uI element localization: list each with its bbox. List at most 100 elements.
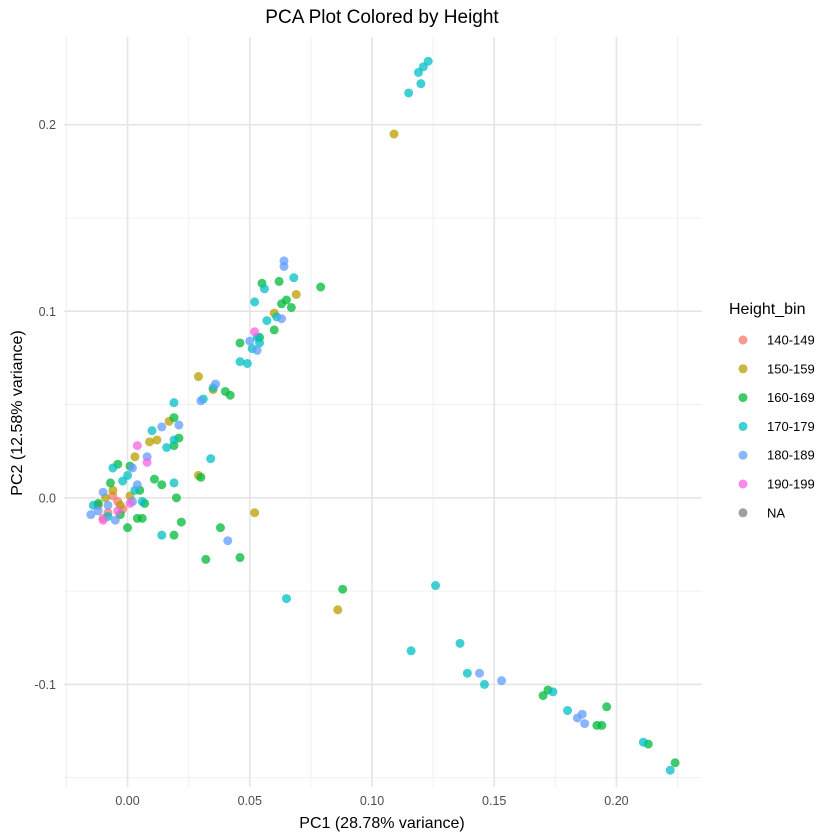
data-point [169, 530, 179, 540]
data-point [404, 88, 414, 98]
data-point [250, 508, 260, 518]
data-point [142, 457, 152, 467]
data-point [176, 517, 186, 527]
data-point [147, 426, 157, 436]
data-point [201, 554, 211, 564]
data-point [105, 478, 115, 488]
data-point [125, 498, 135, 508]
legend-key [738, 479, 748, 489]
legend-key [738, 393, 748, 403]
data-point [196, 472, 206, 482]
legend-key [738, 364, 748, 374]
data-point [462, 668, 472, 678]
data-point [132, 441, 142, 451]
data-point [333, 605, 343, 615]
data-point [413, 67, 423, 77]
data-point [86, 510, 96, 520]
axis-ticks: 0.00 0.05 0.10 0.15 0.20 -0.1 0.0 0.1 0.2 [34, 118, 628, 808]
data-point [145, 437, 155, 447]
y-axis-title: PC2 (12.58% variance) [9, 330, 26, 495]
data-point [93, 506, 103, 516]
grid-lines [64, 37, 702, 787]
data-point [277, 299, 287, 309]
data-point [286, 303, 296, 313]
data-point [157, 530, 167, 540]
data-point [215, 523, 225, 533]
legend-items: 140-149 150-159 160-169 170-179 180-189 190-1… [738, 333, 815, 520]
data-point [110, 515, 120, 525]
data-point [103, 500, 113, 510]
data-point [169, 478, 179, 488]
y-tick-label: 0.2 [39, 118, 56, 132]
data-point [262, 316, 272, 326]
data-point [174, 420, 184, 430]
data-point [577, 709, 587, 719]
data-point [455, 638, 465, 648]
legend: Height_bin 140-149150-159160-169170-1791… [729, 301, 815, 520]
y-tick-label: -0.1 [34, 678, 56, 692]
data-point [602, 702, 612, 712]
y-tick-label: 0.0 [39, 491, 56, 505]
legend-key [738, 335, 748, 345]
legend-label: 190-199 [767, 477, 815, 492]
data-point [137, 513, 147, 523]
data-point [108, 463, 118, 473]
data-point [338, 584, 348, 594]
data-point [211, 379, 221, 389]
data-point [242, 358, 252, 368]
data-point [416, 79, 426, 89]
data-point [98, 487, 108, 497]
data-point [563, 706, 573, 716]
data-point [235, 357, 245, 367]
data-point [235, 553, 245, 563]
data-point [157, 422, 167, 432]
x-tick-label: 0.05 [238, 794, 262, 808]
data-point [670, 758, 680, 768]
data-point [108, 485, 118, 495]
data-point [137, 497, 147, 507]
legend-key [738, 450, 748, 460]
data-point [123, 523, 133, 533]
legend-key [738, 508, 748, 518]
data-point [132, 480, 142, 490]
data-point [152, 435, 162, 445]
data-point [431, 581, 441, 591]
data-point [475, 668, 485, 678]
chart-title: PCA Plot Colored by Height [265, 7, 499, 28]
data-point [245, 336, 255, 346]
data-point [548, 687, 558, 697]
data-point [279, 261, 289, 271]
data-point [389, 129, 399, 139]
data-point [171, 493, 181, 503]
data-point [597, 720, 607, 730]
data-point [223, 536, 233, 546]
data-point [250, 297, 260, 307]
x-tick-label: 0.10 [360, 794, 384, 808]
legend-label: 150-159 [767, 361, 815, 376]
data-point [277, 314, 287, 324]
data-point [252, 345, 262, 355]
x-axis-title: PC1 (28.78% variance) [299, 815, 464, 832]
data-point [665, 765, 675, 775]
data-point [274, 276, 284, 286]
data-point [149, 474, 159, 484]
data-point [497, 676, 507, 686]
data-point [479, 679, 489, 689]
data-point [580, 719, 590, 729]
data-point [638, 737, 648, 747]
legend-label: 180-189 [767, 448, 815, 463]
legend-label: 170-179 [767, 419, 815, 434]
data-point [406, 646, 416, 656]
data-point [225, 390, 235, 400]
x-tick-label: 0.20 [604, 794, 628, 808]
data-point [193, 372, 203, 382]
x-tick-label: 0.15 [482, 794, 506, 808]
data-point [113, 506, 123, 516]
data-point [127, 463, 137, 473]
data-points [86, 56, 680, 775]
legend-label: 140-149 [767, 333, 815, 348]
data-point [259, 284, 269, 294]
data-point [169, 413, 179, 423]
